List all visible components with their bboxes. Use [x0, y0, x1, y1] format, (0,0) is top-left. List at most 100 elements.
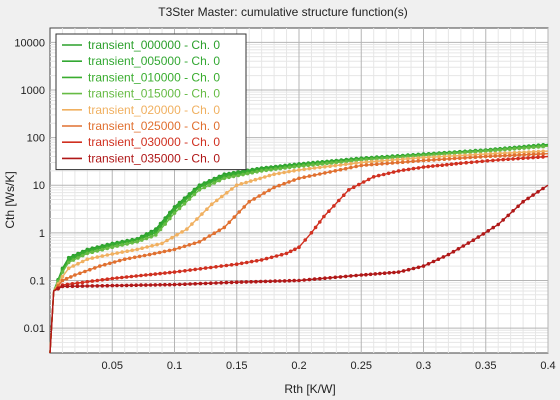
x-tick-label: 0.1	[167, 360, 182, 372]
series-point	[153, 283, 158, 287]
legend-entry: transient_010000 - Ch. 0	[88, 70, 220, 84]
series-point	[416, 159, 421, 163]
series-point	[282, 181, 286, 186]
legend-entry: transient_025000 - Ch. 0	[88, 119, 220, 133]
series-point	[292, 178, 296, 182]
series-point	[234, 183, 239, 187]
series-point	[411, 166, 416, 171]
series-point	[282, 170, 286, 175]
series-point	[207, 234, 212, 238]
series-point	[193, 282, 197, 286]
series-point	[124, 275, 129, 279]
series-point	[160, 241, 164, 246]
series-point	[517, 153, 522, 157]
series-point	[493, 154, 498, 158]
series-point	[516, 204, 520, 209]
series-point	[354, 158, 359, 163]
series-point	[381, 172, 386, 177]
series-point	[343, 162, 348, 167]
x-tick-label: 0.15	[226, 360, 247, 372]
series-point	[452, 156, 457, 161]
series-point	[250, 170, 255, 175]
series-point	[517, 146, 522, 151]
series-point	[288, 249, 293, 254]
series-point	[307, 277, 312, 282]
series-point	[137, 254, 142, 259]
series-point	[483, 149, 488, 153]
series-point	[437, 154, 441, 159]
series-point	[511, 209, 515, 213]
series-point	[100, 284, 105, 288]
series-point	[527, 150, 531, 154]
series-point	[202, 237, 207, 241]
series-point	[95, 284, 100, 288]
series-point	[421, 155, 426, 160]
series-point	[391, 170, 396, 174]
series-point	[297, 164, 301, 169]
series-point	[354, 161, 358, 165]
series-point	[172, 270, 177, 274]
series-point	[451, 249, 456, 254]
series-point	[185, 227, 189, 231]
series-point	[274, 254, 279, 258]
series-point	[105, 283, 110, 288]
series-point	[83, 269, 87, 274]
series-point	[507, 147, 512, 151]
series-point	[359, 158, 364, 162]
series-point	[80, 284, 85, 288]
legend-entry: transient_005000 - Ch. 0	[88, 54, 220, 68]
series-point	[349, 165, 353, 170]
series-point	[56, 286, 60, 291]
series-point	[441, 255, 446, 259]
series-point	[325, 161, 329, 166]
series-point	[259, 169, 264, 173]
series-point	[498, 154, 502, 158]
legend-box	[55, 33, 247, 171]
series-point	[153, 272, 158, 276]
series-point	[437, 157, 441, 162]
series-point	[512, 150, 517, 155]
series-point	[158, 283, 162, 287]
series-point	[263, 175, 267, 179]
series-point	[95, 249, 100, 253]
series-point	[328, 276, 332, 280]
series-point	[328, 170, 332, 174]
series-point	[254, 279, 258, 284]
series-point	[284, 251, 289, 256]
series-point	[359, 163, 364, 168]
series-point	[105, 246, 110, 251]
series-point	[297, 168, 301, 172]
series-point	[232, 215, 237, 219]
series-point	[177, 246, 182, 250]
series-point	[459, 161, 463, 165]
series-point	[215, 198, 219, 203]
series-point	[406, 157, 410, 161]
series-point	[255, 170, 259, 174]
series-point	[471, 238, 476, 242]
series-point	[442, 157, 447, 161]
series-point	[475, 160, 479, 164]
series-point	[170, 235, 174, 240]
series-point	[229, 263, 234, 267]
x-tick-label: 0.3	[416, 360, 431, 372]
series-point	[125, 242, 129, 246]
series-point	[239, 261, 244, 266]
series-point	[100, 254, 105, 258]
series-point	[536, 149, 541, 154]
series-point	[95, 278, 100, 283]
series-point	[498, 151, 502, 156]
series-point	[263, 279, 268, 284]
series-point	[375, 157, 379, 161]
series-point	[249, 259, 254, 264]
series-point	[110, 252, 115, 256]
series-point	[122, 257, 127, 262]
series-point	[406, 167, 411, 172]
series-point	[416, 166, 421, 170]
series-point	[337, 198, 341, 203]
legend-entry: transient_030000 - Ch. 0	[88, 135, 220, 149]
series-point	[498, 148, 502, 152]
series-point	[364, 272, 368, 277]
series-point	[177, 206, 182, 211]
series-point	[392, 270, 396, 275]
